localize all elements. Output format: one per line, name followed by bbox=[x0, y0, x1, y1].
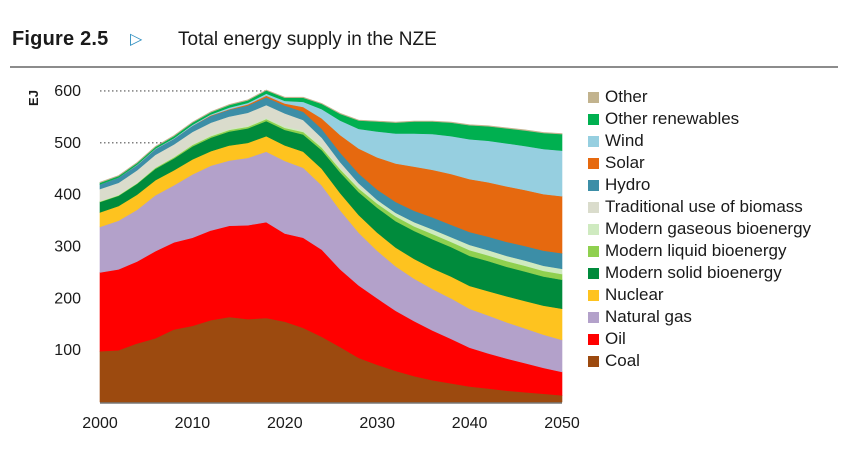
legend-swatch bbox=[588, 268, 599, 279]
legend-swatch bbox=[588, 334, 599, 345]
x-tick-label: 2050 bbox=[544, 415, 580, 432]
legend-label: Wind bbox=[605, 131, 644, 150]
area-other bbox=[99, 89, 563, 184]
x-tick-label: 2040 bbox=[452, 415, 488, 432]
figure-header: Figure 2.5 ▷ Total energy supply in the … bbox=[12, 28, 838, 56]
legend-label: Other renewables bbox=[605, 109, 740, 128]
y-tick-label: 100 bbox=[54, 342, 81, 359]
legend-label: Other bbox=[605, 87, 648, 106]
legend-item: Natural gas bbox=[588, 306, 838, 328]
y-tick-label: 500 bbox=[54, 135, 81, 152]
legend-label: Solar bbox=[605, 153, 645, 172]
legend-label: Modern gaseous bioenergy bbox=[605, 219, 812, 238]
legend-item: Solar bbox=[588, 152, 838, 174]
figure-arrow-icon: ▷ bbox=[130, 31, 143, 48]
y-tick-label: 600 bbox=[54, 83, 81, 100]
legend-swatch bbox=[588, 158, 599, 169]
y-tick-label: 200 bbox=[54, 290, 81, 307]
legend-swatch bbox=[588, 290, 599, 301]
legend-item: Nuclear bbox=[588, 284, 838, 306]
legend-swatch bbox=[588, 202, 599, 213]
legend-item: Modern gaseous bioenergy bbox=[588, 218, 838, 240]
legend-swatch bbox=[588, 180, 599, 191]
y-tick-label: 300 bbox=[54, 238, 81, 255]
legend-label: Hydro bbox=[605, 175, 651, 194]
legend-item: Coal bbox=[588, 350, 838, 372]
y-axis-label: EJ bbox=[26, 90, 41, 106]
x-tick-label: 2030 bbox=[359, 415, 395, 432]
legend-item: Modern solid bioenergy bbox=[588, 262, 838, 284]
legend-label: Modern solid bioenergy bbox=[605, 263, 782, 282]
legend-item: Modern liquid bioenergy bbox=[588, 240, 838, 262]
legend-item: Other renewables bbox=[588, 108, 838, 130]
legend-swatch bbox=[588, 224, 599, 235]
legend-item: Hydro bbox=[588, 174, 838, 196]
legend-swatch bbox=[588, 114, 599, 125]
figure-number: Figure 2.5 bbox=[12, 28, 109, 50]
legend-item: Oil bbox=[588, 328, 838, 350]
legend-label: Oil bbox=[605, 329, 626, 348]
x-tick-label: 2000 bbox=[82, 415, 118, 432]
legend-label: Coal bbox=[605, 351, 640, 370]
x-tick-label: 2010 bbox=[175, 415, 211, 432]
x-tick-label: 2020 bbox=[267, 415, 303, 432]
legend-swatch bbox=[588, 136, 599, 147]
legend-swatch bbox=[588, 312, 599, 323]
legend-label: Nuclear bbox=[605, 285, 664, 304]
legend-item: Wind bbox=[588, 130, 838, 152]
figure-title: Total energy supply in the NZE bbox=[178, 29, 437, 50]
legend-item: Other bbox=[588, 86, 838, 108]
legend-label: Traditional use of biomass bbox=[605, 197, 803, 216]
legend-swatch bbox=[588, 92, 599, 103]
legend-label: Natural gas bbox=[605, 307, 692, 326]
legend-swatch bbox=[588, 246, 599, 257]
legend-label: Modern liquid bioenergy bbox=[605, 241, 787, 260]
chart-legend: Other Other renewables Wind Solar Hydro Tradi… bbox=[588, 86, 838, 372]
legend-item: Traditional use of biomass bbox=[588, 196, 838, 218]
y-tick-label: 400 bbox=[54, 187, 81, 204]
legend-swatch bbox=[588, 356, 599, 367]
header-divider bbox=[10, 66, 838, 68]
